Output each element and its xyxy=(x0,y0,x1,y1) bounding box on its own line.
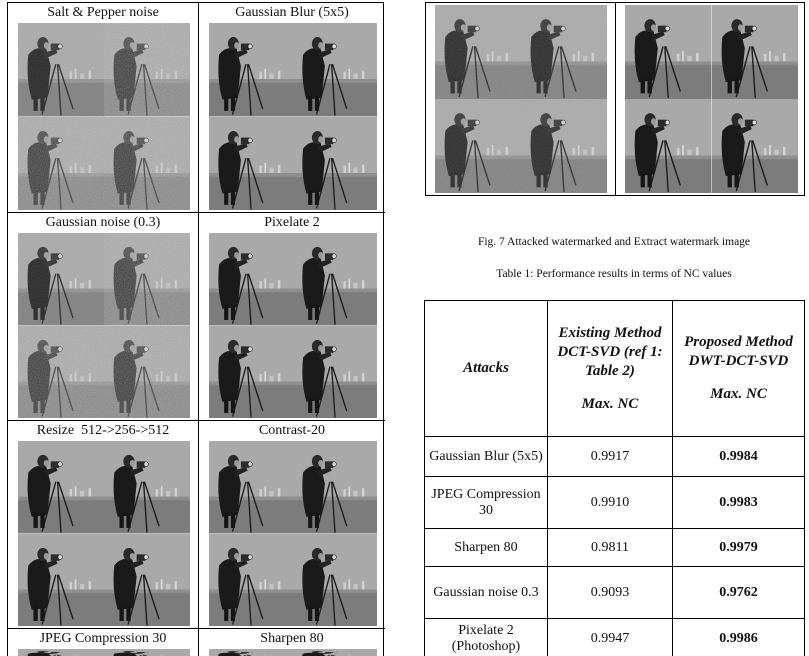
cameraman-image xyxy=(435,5,521,99)
cameraman-image xyxy=(18,441,104,534)
cameraman-image xyxy=(104,23,190,117)
header-proposed-method: Proposed Method DWT-DCT-SVD Max. NC xyxy=(672,300,805,437)
existing-nc-cell: 0.9093 xyxy=(547,566,673,619)
cameraman-image xyxy=(104,441,190,534)
existing-nc-cell: 0.9917 xyxy=(547,436,673,477)
figure-cell: Salt & Pepper noise xyxy=(8,3,199,213)
cameraman-image xyxy=(209,325,293,418)
cameraman-image xyxy=(293,325,377,418)
image-mosaic xyxy=(18,441,190,626)
cameraman-image xyxy=(104,233,190,326)
proposed-nc-cell: 0.9979 xyxy=(672,528,805,567)
cameraman-image xyxy=(18,116,104,210)
cameraman-image xyxy=(521,99,607,193)
figure-cell: Pixelate 2 xyxy=(199,213,385,421)
header-sublabel: Max. NC xyxy=(581,395,639,412)
figure-cell: Gaussian Blur (5x5) xyxy=(199,3,385,213)
figure-cell: JPEG Compression 30 xyxy=(8,629,199,656)
cell-title: JPEG Compression 30 xyxy=(39,631,167,646)
cell-title: Resize 512->256->512 xyxy=(36,423,170,438)
image-mosaic xyxy=(209,441,377,626)
table-row: Gaussian noise 0.3 0.9093 0.9762 xyxy=(424,566,805,619)
cameraman-image xyxy=(209,116,293,210)
figure-caption: Fig. 7 Attacked watermarked and Extract … xyxy=(477,236,751,248)
cell-title: Contrast-20 xyxy=(258,423,326,438)
image-mosaic xyxy=(625,5,798,193)
cell-title: Gaussian noise (0.3) xyxy=(45,215,161,230)
cameraman-image xyxy=(18,533,104,626)
image-mosaic xyxy=(209,649,377,656)
cameraman-image xyxy=(293,23,377,117)
image-mosaic xyxy=(435,5,607,193)
cell-title: Gaussian Blur (5x5) xyxy=(235,5,349,20)
cameraman-image xyxy=(293,441,377,534)
existing-nc-cell: 0.9811 xyxy=(547,528,673,567)
proposed-nc-cell: 0.9983 xyxy=(672,476,805,529)
cameraman-image xyxy=(625,5,712,99)
attack-cell: Gaussian Blur (5x5) xyxy=(424,436,548,477)
header-label: Proposed Method DWT-DCT-SVD xyxy=(684,334,793,369)
cameraman-image xyxy=(293,116,377,210)
figure-cell: Gaussian noise (0.3) xyxy=(8,213,199,421)
cameraman-image xyxy=(209,533,293,626)
image-mosaic xyxy=(209,23,377,210)
header-label: Existing Method DCT-SVD (ref 1: Table 2) xyxy=(557,324,663,379)
cameraman-image xyxy=(711,99,798,193)
cameraman-image xyxy=(293,649,377,656)
table-row: Sharpen 80 0.9811 0.9979 xyxy=(424,528,805,567)
attacked-images-grid: Salt & Pepper noise Gaussian Blur (5x5) … xyxy=(7,2,385,656)
image-mosaic xyxy=(18,233,190,418)
existing-nc-cell: 0.9947 xyxy=(547,618,673,656)
image-mosaic xyxy=(18,649,190,656)
cameraman-image xyxy=(104,116,190,210)
cameraman-image xyxy=(209,23,293,117)
header-existing-method: Existing Method DCT-SVD (ref 1: Table 2)… xyxy=(547,300,673,437)
cameraman-image xyxy=(209,649,293,656)
attack-cell: JPEG Compression 30 xyxy=(424,476,548,529)
image-mosaic xyxy=(18,23,190,210)
cameraman-image xyxy=(18,23,104,117)
header-attacks: Attacks xyxy=(424,300,548,437)
cameraman-image xyxy=(435,99,521,193)
proposed-nc-cell: 0.9986 xyxy=(672,618,805,656)
nc-results-table: Attacks Existing Method DCT-SVD (ref 1: … xyxy=(424,300,805,656)
table-caption: Table 1: Performance results in terms of… xyxy=(496,268,732,280)
cameraman-image xyxy=(18,649,104,656)
cameraman-image xyxy=(293,233,377,326)
cameraman-image xyxy=(521,5,607,99)
cameraman-image xyxy=(104,649,190,656)
proposed-nc-cell: 0.9984 xyxy=(672,436,805,477)
extracted-watermark-figure xyxy=(425,2,805,196)
figure-cell: Sharpen 80 xyxy=(199,629,385,656)
figure-panel xyxy=(426,3,616,195)
table-row: Gaussian Blur (5x5) 0.9917 0.9984 xyxy=(424,436,805,477)
attack-cell: Gaussian noise 0.3 xyxy=(424,566,548,619)
cameraman-image xyxy=(209,441,293,534)
figure-cell: Contrast-20 xyxy=(199,421,385,629)
table-row: Pixelate 2 (Photoshop) 0.9947 0.9986 xyxy=(424,618,805,656)
cameraman-image xyxy=(18,325,104,418)
image-mosaic xyxy=(209,233,377,418)
cameraman-image xyxy=(209,233,293,326)
header-sublabel: Max. NC xyxy=(710,386,767,402)
proposed-nc-cell: 0.9762 xyxy=(672,566,805,619)
table-row: JPEG Compression 30 0.9910 0.9983 xyxy=(424,476,805,529)
cameraman-image xyxy=(711,5,798,99)
cell-title: Pixelate 2 xyxy=(264,215,320,230)
cameraman-image xyxy=(104,533,190,626)
cameraman-image xyxy=(293,533,377,626)
figure-panel xyxy=(616,3,806,195)
cameraman-image xyxy=(104,325,190,418)
existing-nc-cell: 0.9910 xyxy=(547,476,673,529)
table-header-row: Attacks Existing Method DCT-SVD (ref 1: … xyxy=(424,300,805,437)
cameraman-image xyxy=(625,99,712,193)
figure-cell: Resize 512->256->512 xyxy=(8,421,199,629)
attack-cell: Sharpen 80 xyxy=(424,528,548,567)
cameraman-image xyxy=(18,233,104,326)
header-label: Attacks xyxy=(463,360,509,376)
attack-cell: Pixelate 2 (Photoshop) xyxy=(424,618,548,656)
cell-title: Salt & Pepper noise xyxy=(47,5,159,20)
cell-title: Sharpen 80 xyxy=(260,631,324,646)
